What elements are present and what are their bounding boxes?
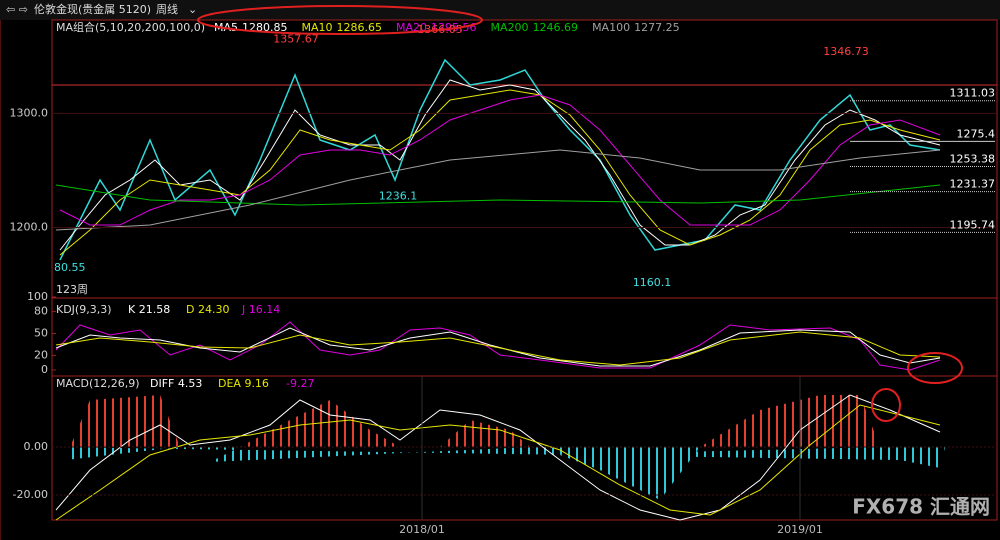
macd-dea: DEA 9.16 xyxy=(218,377,269,390)
level-label: 1311.03 xyxy=(950,87,996,100)
price-mark: 1236.1 xyxy=(379,189,418,202)
ma-value: 1286.65 xyxy=(337,21,383,34)
kdj-k: K 21.58 xyxy=(128,303,170,316)
macd-hist-positive xyxy=(70,395,530,447)
kdj-d: D 24.30 xyxy=(186,303,229,316)
toolbar xyxy=(0,0,1000,20)
macd-value: -9.27 xyxy=(286,377,314,390)
dea-line xyxy=(55,404,941,521)
ma20-line xyxy=(59,94,941,226)
nav-arrows[interactable]: ⇦ ⇨ xyxy=(6,3,28,16)
ma10-line xyxy=(59,89,941,256)
ma-value: 1246.69 xyxy=(533,21,579,34)
x-tick-label: 2018/01 xyxy=(399,523,445,536)
y-tick-label: 0 xyxy=(41,363,48,376)
ma-label: MA10 xyxy=(302,21,333,34)
level-label: 1253.38 xyxy=(950,153,996,166)
y-tick-label: 80 xyxy=(34,305,48,318)
kdj-j: J 16.14 xyxy=(241,303,280,316)
macd-diff: DIFF 4.53 xyxy=(150,377,202,390)
symbol[interactable]: 伦敦金现(贵金属 5120) xyxy=(34,2,151,16)
y-tick-label: 0.00 xyxy=(24,440,49,453)
period-dropdown[interactable]: ⌄ xyxy=(188,3,197,16)
x-tick-label: 2019/01 xyxy=(777,523,823,536)
kdj-d-line xyxy=(55,331,941,366)
y-tick-label: 20 xyxy=(34,348,48,361)
price-path xyxy=(59,58,941,261)
kdj-k-line xyxy=(55,327,941,367)
ma-label: MA200 xyxy=(491,21,529,34)
diff-line xyxy=(55,394,941,521)
y-tick-label: -20.00 xyxy=(13,488,48,501)
ma-indicator: MA组合(5,10,20,200,100,0) xyxy=(56,20,205,34)
kdj-j-line xyxy=(55,321,941,371)
annotation-circle xyxy=(197,5,483,35)
low-label: 80.55 xyxy=(54,261,86,274)
frames xyxy=(0,19,998,540)
ma5-line xyxy=(59,79,941,251)
annotation-circle xyxy=(907,352,963,384)
level-label: 1275.4 xyxy=(957,127,996,140)
y-tick-label: 1300.0 xyxy=(10,106,49,119)
macd-hist-positive-2 xyxy=(700,395,880,447)
macd-hist-negative xyxy=(56,447,945,500)
level-label: 1195.74 xyxy=(950,218,996,231)
kdj-indicator: KDJ(9,3,3) xyxy=(56,303,112,316)
ma-value: 1277.25 xyxy=(634,21,680,34)
watermark: FX678 汇通网 xyxy=(852,495,990,519)
price-mark: 1160.1 xyxy=(633,276,672,289)
ma200-line xyxy=(55,184,941,206)
macd-indicator: MACD(12,26,9) xyxy=(56,377,140,390)
ma100-line xyxy=(55,149,941,231)
y-tick-label: 100 xyxy=(27,290,48,303)
y-tick-label: 50 xyxy=(34,327,48,340)
price-mark: 1346.73 xyxy=(823,45,869,58)
level-label: 1231.37 xyxy=(950,178,996,191)
y-tick-label: 1200.0 xyxy=(10,221,49,234)
annotation-circle xyxy=(871,388,901,422)
bar-count: 123周 xyxy=(56,283,88,296)
period[interactable]: 周线 xyxy=(156,2,178,16)
ma-label: MA100 xyxy=(592,21,630,34)
price-mark: 1357.67 xyxy=(273,32,319,45)
